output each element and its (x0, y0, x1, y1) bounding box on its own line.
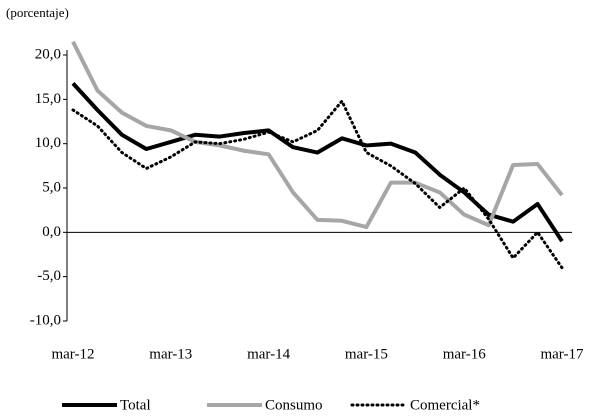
x-tick-label: mar-15 (345, 346, 388, 362)
x-tick-label: mar-17 (540, 346, 584, 362)
x-tick-label: mar-12 (51, 346, 94, 362)
y-tick-label: -10,0 (30, 312, 61, 328)
y-tick-label: 20,0 (35, 46, 61, 62)
line-series (71, 82, 564, 243)
y-tick-label: -5,0 (37, 268, 61, 284)
legend-label: Total (120, 397, 151, 413)
y-tick-label: 5,0 (42, 179, 61, 195)
y-tick-label: 0,0 (42, 224, 61, 240)
legend-label: Consumo (265, 397, 323, 413)
legend-label: Comercial* (410, 397, 480, 413)
x-tick-label: mar-14 (247, 346, 291, 362)
x-tick-label: mar-16 (443, 346, 487, 362)
y-axis-label: (porcentaje) (6, 5, 69, 20)
x-tick-label: mar-13 (149, 346, 192, 362)
y-tick-label: 10,0 (35, 135, 61, 151)
line-series (71, 99, 564, 270)
line-series (71, 40, 564, 230)
y-tick-label: 15,0 (35, 91, 61, 107)
